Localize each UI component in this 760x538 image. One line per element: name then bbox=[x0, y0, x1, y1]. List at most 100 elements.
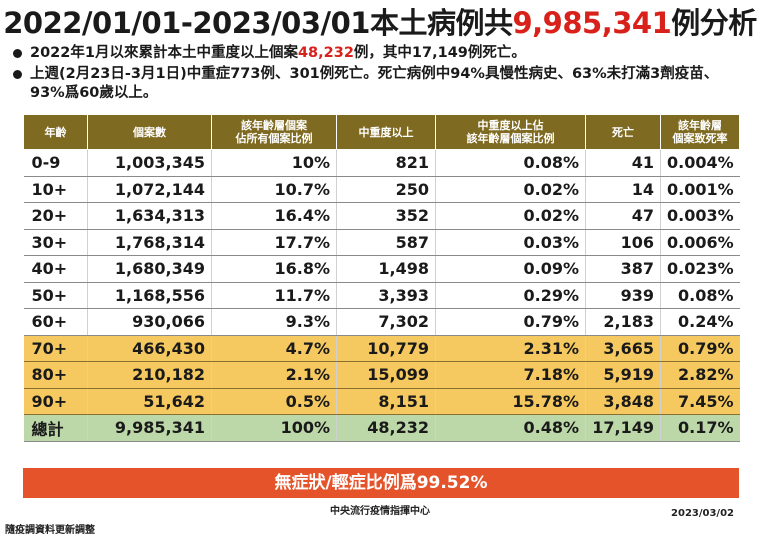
cell-severe-rate: 0.03% bbox=[435, 229, 586, 256]
table-row: 0-9 1,003,345 10% 821 0.08% 41 0.004% bbox=[23, 149, 740, 177]
summary-bullets: 2022年1月以來累計本土中重度以上個案48,232例，其中17,149例死亡。… bbox=[12, 44, 752, 105]
cell-deaths: 387 bbox=[585, 255, 661, 283]
cell-cfr: 0.004% bbox=[660, 149, 740, 177]
cell-age: 90+ bbox=[23, 388, 88, 415]
cell-cases: 1,634,313 bbox=[87, 202, 212, 230]
asymptomatic-ratio-bar: 無症狀/輕症比例爲99.52% bbox=[23, 468, 739, 498]
cell-age: 70+ bbox=[23, 335, 88, 362]
cell-cases: 1,168,556 bbox=[87, 282, 212, 309]
cell-severe-rate: 15.78% bbox=[435, 388, 586, 415]
header-severe-rate: 中重度以上佔 該年齡層個案比例 bbox=[435, 114, 586, 150]
cell-severe: 587 bbox=[336, 229, 436, 256]
cell-cfr: 0.17% bbox=[660, 414, 740, 442]
cell-cases: 210,182 bbox=[87, 361, 212, 389]
cell-share: 16.8% bbox=[211, 255, 337, 283]
cell-severe: 7,302 bbox=[336, 308, 436, 336]
bullet-1-highlight: 48,232 bbox=[297, 45, 354, 61]
cell-severe-rate: 2.31% bbox=[435, 335, 586, 362]
table-row: 50+ 1,168,556 11.7% 3,393 0.29% 939 0.08% bbox=[23, 282, 740, 309]
cell-deaths: 3,848 bbox=[585, 388, 661, 415]
cell-age: 0-9 bbox=[23, 149, 88, 177]
summary-bullet-2: 上週(2月23日-3月1日)中重症773例、301例死亡。死亡病例中94%具慢性… bbox=[12, 65, 752, 103]
cell-deaths: 5,919 bbox=[585, 361, 661, 389]
bullet-1-after: 例，其中17,149例死亡。 bbox=[353, 45, 526, 61]
bullet-dot-icon bbox=[13, 70, 22, 79]
cell-severe: 352 bbox=[336, 202, 436, 230]
cell-share: 17.7% bbox=[211, 229, 337, 256]
table-header-row: 年齡 個案數 該年齡層個案 佔所有個案比例 中重度以上 中重度以上佔 該年齡層個案比例 死亡該… bbox=[23, 114, 740, 150]
table-row: 80+ 210,182 2.1% 15,099 7.18% 5,919 2.82% bbox=[23, 361, 740, 389]
table-row: 70+ 466,430 4.7% 10,779 2.31% 3,665 0.79% bbox=[23, 335, 740, 362]
title-total-cases: 9,985,341 bbox=[512, 6, 672, 40]
cell-cases: 930,066 bbox=[87, 308, 212, 336]
cell-share: 11.7% bbox=[211, 282, 337, 309]
cell-cfr: 0.006% bbox=[660, 229, 740, 256]
cell-severe: 821 bbox=[336, 149, 436, 177]
cell-severe-rate: 0.02% bbox=[435, 176, 586, 203]
cell-age: 40+ bbox=[23, 255, 88, 283]
cell-severe-rate: 0.09% bbox=[435, 255, 586, 283]
cell-share: 9.3% bbox=[211, 308, 337, 336]
cell-severe: 8,151 bbox=[336, 388, 436, 415]
update-note: 隨疫調資料更新調整 bbox=[5, 525, 95, 536]
bullet-dot-icon bbox=[13, 49, 22, 58]
header-cfr: 該年齡層 個案致死率 bbox=[660, 114, 740, 150]
page-title: 2022/01/01-2023/03/01本土病例共9,985,341例分析 bbox=[0, 6, 760, 40]
title-prefix: 2022/01/01-2023/03/01本土病例共 bbox=[3, 6, 513, 40]
table-row: 10+ 1,072,144 10.7% 250 0.02% 14 0.001% bbox=[23, 176, 740, 203]
cell-share: 16.4% bbox=[211, 202, 337, 230]
cell-severe-rate: 0.48% bbox=[435, 414, 586, 442]
cell-age: 80+ bbox=[23, 361, 88, 389]
cell-deaths: 3,665 bbox=[585, 335, 661, 362]
cell-cases: 1,680,349 bbox=[87, 255, 212, 283]
cell-share: 2.1% bbox=[211, 361, 337, 389]
cell-age: 60+ bbox=[23, 308, 88, 336]
cell-severe: 250 bbox=[336, 176, 436, 203]
cell-deaths: 41 bbox=[585, 149, 661, 177]
cell-share: 0.5% bbox=[211, 388, 337, 415]
summary-bullet-1: 2022年1月以來累計本土中重度以上個案48,232例，其中17,149例死亡。 bbox=[12, 44, 752, 63]
cell-severe-rate: 7.18% bbox=[435, 361, 586, 389]
cell-age: 10+ bbox=[23, 176, 88, 203]
cell-severe: 10,779 bbox=[336, 335, 436, 362]
cell-age: 30+ bbox=[23, 229, 88, 256]
age-group-table: 年齡 個案數 該年齡層個案 佔所有個案比例 中重度以上 中重度以上佔 該年齡層個案比例 死亡該… bbox=[23, 114, 740, 442]
table-body: 0-9 1,003,345 10% 821 0.08% 41 0.004% 10+ 1,072,… bbox=[23, 149, 740, 442]
cell-cfr: 0.003% bbox=[660, 202, 740, 230]
cell-deaths: 939 bbox=[585, 282, 661, 309]
header-age: 年齡 bbox=[23, 114, 88, 150]
cell-cases: 1,072,144 bbox=[87, 176, 212, 203]
header-deaths: 死亡 bbox=[585, 114, 661, 150]
table-row: 90+ 51,642 0.5% 8,151 15.78% 3,848 7.45% bbox=[23, 388, 740, 415]
cell-severe: 3,393 bbox=[336, 282, 436, 309]
release-date: 2023/03/02 bbox=[671, 508, 734, 519]
cell-severe-rate: 0.02% bbox=[435, 202, 586, 230]
header-severe: 中重度以上 bbox=[336, 114, 436, 150]
cell-cfr: 0.001% bbox=[660, 176, 740, 203]
bullet-1-before: 2022年1月以來累計本土中重度以上個案 bbox=[30, 45, 298, 61]
cecc-label: 中央流行疫情指揮中心 bbox=[330, 506, 430, 517]
cell-severe-rate: 0.29% bbox=[435, 282, 586, 309]
cell-cfr: 7.45% bbox=[660, 388, 740, 415]
cell-severe: 1,498 bbox=[336, 255, 436, 283]
table-row: 40+ 1,680,349 16.8% 1,498 0.09% 387 0.023% bbox=[23, 255, 740, 283]
cell-age: 50+ bbox=[23, 282, 88, 309]
cell-cases: 1,768,314 bbox=[87, 229, 212, 256]
total-row: 總計 9,985,341 100% 48,232 0.48% 17,149 0.17% bbox=[23, 414, 740, 442]
cell-deaths: 17,149 bbox=[585, 414, 661, 442]
cell-cases: 1,003,345 bbox=[87, 149, 212, 177]
table-row: 30+ 1,768,314 17.7% 587 0.03% 106 0.006% bbox=[23, 229, 740, 256]
cell-deaths: 47 bbox=[585, 202, 661, 230]
cell-cfr: 2.82% bbox=[660, 361, 740, 389]
title-suffix: 例分析 bbox=[671, 6, 757, 40]
cell-severe: 48,232 bbox=[336, 414, 436, 442]
cell-age: 總計 bbox=[23, 414, 88, 442]
cell-cfr: 0.24% bbox=[660, 308, 740, 336]
bullet-2-text: 上週(2月23日-3月1日)中重症773例、301例死亡。死亡病例中94%具慢性… bbox=[30, 66, 719, 101]
cell-deaths: 2,183 bbox=[585, 308, 661, 336]
cell-severe-rate: 0.08% bbox=[435, 149, 586, 177]
cell-share: 4.7% bbox=[211, 335, 337, 362]
header-share: 該年齡層個案 佔所有個案比例 bbox=[211, 114, 337, 150]
cell-share: 10% bbox=[211, 149, 337, 177]
cell-cfr: 0.79% bbox=[660, 335, 740, 362]
